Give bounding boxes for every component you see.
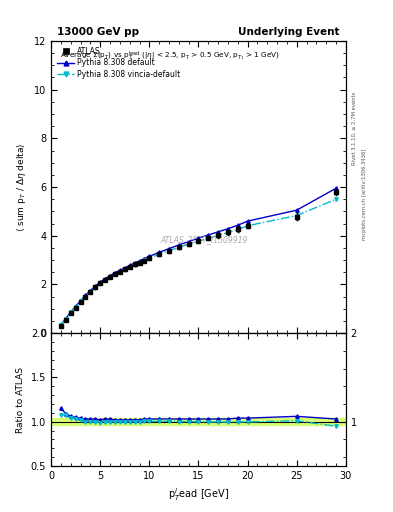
Text: ATLAS_2017_I1509919: ATLAS_2017_I1509919 xyxy=(161,235,248,244)
Text: Rivet 3.1.10, ≥ 2.7M events: Rivet 3.1.10, ≥ 2.7M events xyxy=(352,91,357,165)
Text: Average $\Sigma$(p$_T$) vs p$_T^{\mathrm{lead}}$ (|$\eta$| < 2.5, p$_T$ > 0.5 Ge: Average $\Sigma$(p$_T$) vs p$_T^{\mathrm… xyxy=(60,50,280,63)
Text: mcplots.cern.ch [arXiv:1306.3436]: mcplots.cern.ch [arXiv:1306.3436] xyxy=(362,149,367,240)
Y-axis label: $\langle$ sum p$_T$ / $\Delta\eta$ delta$\rangle$: $\langle$ sum p$_T$ / $\Delta\eta$ delta… xyxy=(15,142,28,231)
Y-axis label: Ratio to ATLAS: Ratio to ATLAS xyxy=(16,367,25,433)
Legend: ATLAS, Pythia 8.308 default, Pythia 8.308 vincia-default: ATLAS, Pythia 8.308 default, Pythia 8.30… xyxy=(55,45,183,81)
Text: Underlying Event: Underlying Event xyxy=(239,27,340,36)
Bar xyxy=(51,418,346,425)
Text: 13000 GeV pp: 13000 GeV pp xyxy=(57,27,139,36)
X-axis label: p$_T^l$ead [GeV]: p$_T^l$ead [GeV] xyxy=(168,486,229,503)
